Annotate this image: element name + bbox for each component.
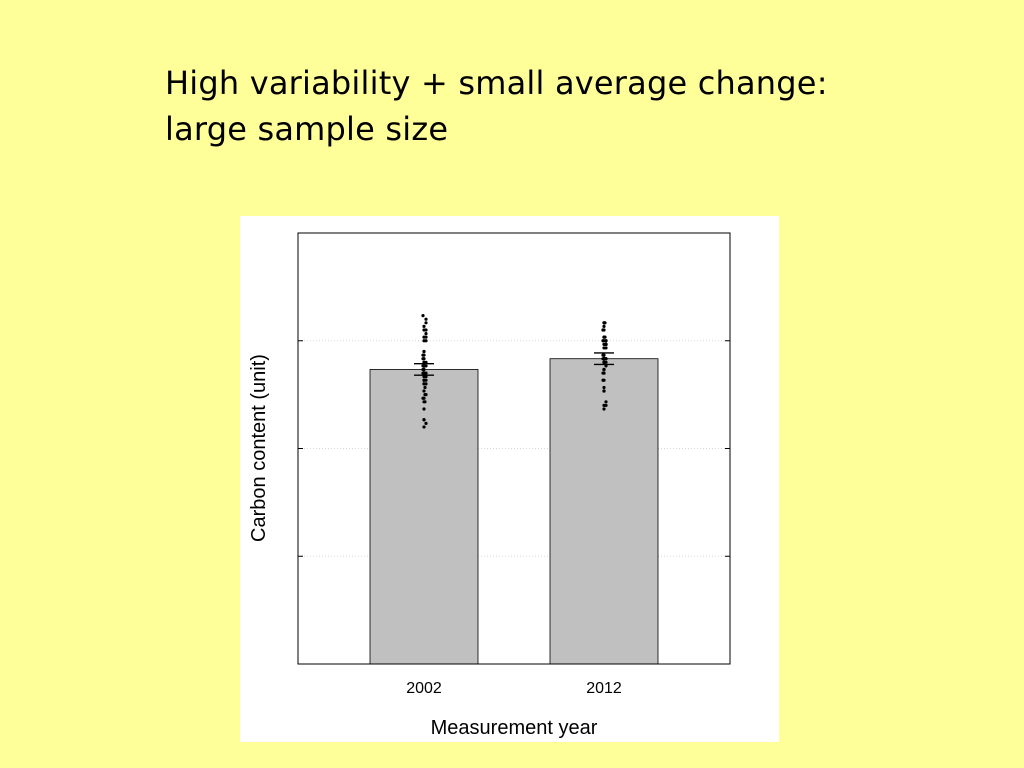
data-point-2002-33 xyxy=(421,314,425,318)
data-point-2002-20 xyxy=(422,324,426,328)
bar-2002 xyxy=(369,369,479,665)
data-point-2002-48 xyxy=(421,396,425,400)
bars xyxy=(369,358,659,665)
data-point-2012-21 xyxy=(602,385,606,390)
data-point-2002-36 xyxy=(422,378,426,382)
data-point-2002-49 xyxy=(424,421,428,425)
data-point-2002-42 xyxy=(422,400,426,404)
data-point-2012-49 xyxy=(604,357,608,361)
chart-panel: 2002 2012 Measurement year Carbon content… xyxy=(240,216,779,742)
data-point-2002-7 xyxy=(424,331,428,336)
data-point-2002-14 xyxy=(422,425,426,429)
data-point-2012-42 xyxy=(602,346,606,350)
x-tick-label-2012: 2012 xyxy=(586,680,622,697)
data-point-2002-1 xyxy=(424,317,428,321)
x-tick-label-2002: 2002 xyxy=(406,680,442,697)
data-point-2002-43 xyxy=(423,393,427,397)
error-bars xyxy=(414,352,614,376)
data-point-2002-17 xyxy=(422,389,426,393)
data-point-2012-31 xyxy=(604,400,608,404)
data-point-2012-40 xyxy=(604,360,608,364)
data-point-2012-12 xyxy=(602,324,606,328)
data-point-2002-46 xyxy=(424,328,428,332)
data-point-2012-47 xyxy=(602,321,606,325)
slide-title: High variability + small average change:… xyxy=(165,60,965,152)
data-point-2012-38 xyxy=(601,378,605,382)
data-point-2012-46 xyxy=(604,342,608,346)
x-axis-label: Measurement year xyxy=(431,717,598,739)
data-point-2002-30 xyxy=(422,407,426,411)
data-point-2012-24 xyxy=(602,403,606,407)
data-point-2002-40 xyxy=(424,321,428,325)
data-point-2012-29 xyxy=(602,371,606,375)
data-point-2002-15 xyxy=(422,418,426,422)
data-point-2012-26 xyxy=(602,389,606,393)
slide-title-line-1: High variability + small average change: xyxy=(165,64,828,102)
data-point-2002-27 xyxy=(422,349,426,354)
data-point-2002-41 xyxy=(422,339,426,343)
x-tick-labels: 2002 2012 xyxy=(406,680,622,697)
slide-title-line-2: large sample size xyxy=(165,110,449,148)
data-point-2012-34 xyxy=(604,339,608,343)
y-axis-label: Carbon content (unit) xyxy=(248,354,270,542)
data-point-2012-39 xyxy=(602,367,606,372)
data-point-2002-34 xyxy=(424,382,428,386)
data-point-2002-47 xyxy=(422,335,426,339)
data-point-2002-13 xyxy=(423,385,427,390)
data-point-2012-44 xyxy=(602,335,606,339)
data-point-2012-18 xyxy=(601,339,605,343)
data-point-2002-29 xyxy=(422,357,426,361)
data-point-2002-45 xyxy=(422,353,426,357)
y-ticks xyxy=(298,340,730,557)
data-point-2012-48 xyxy=(601,328,605,332)
gridlines xyxy=(298,340,730,557)
bar-chart: 2002 2012 Measurement year Carbon content… xyxy=(248,232,731,739)
data-point-2012-5 xyxy=(602,407,606,411)
data-point-2002-19 xyxy=(424,371,428,375)
